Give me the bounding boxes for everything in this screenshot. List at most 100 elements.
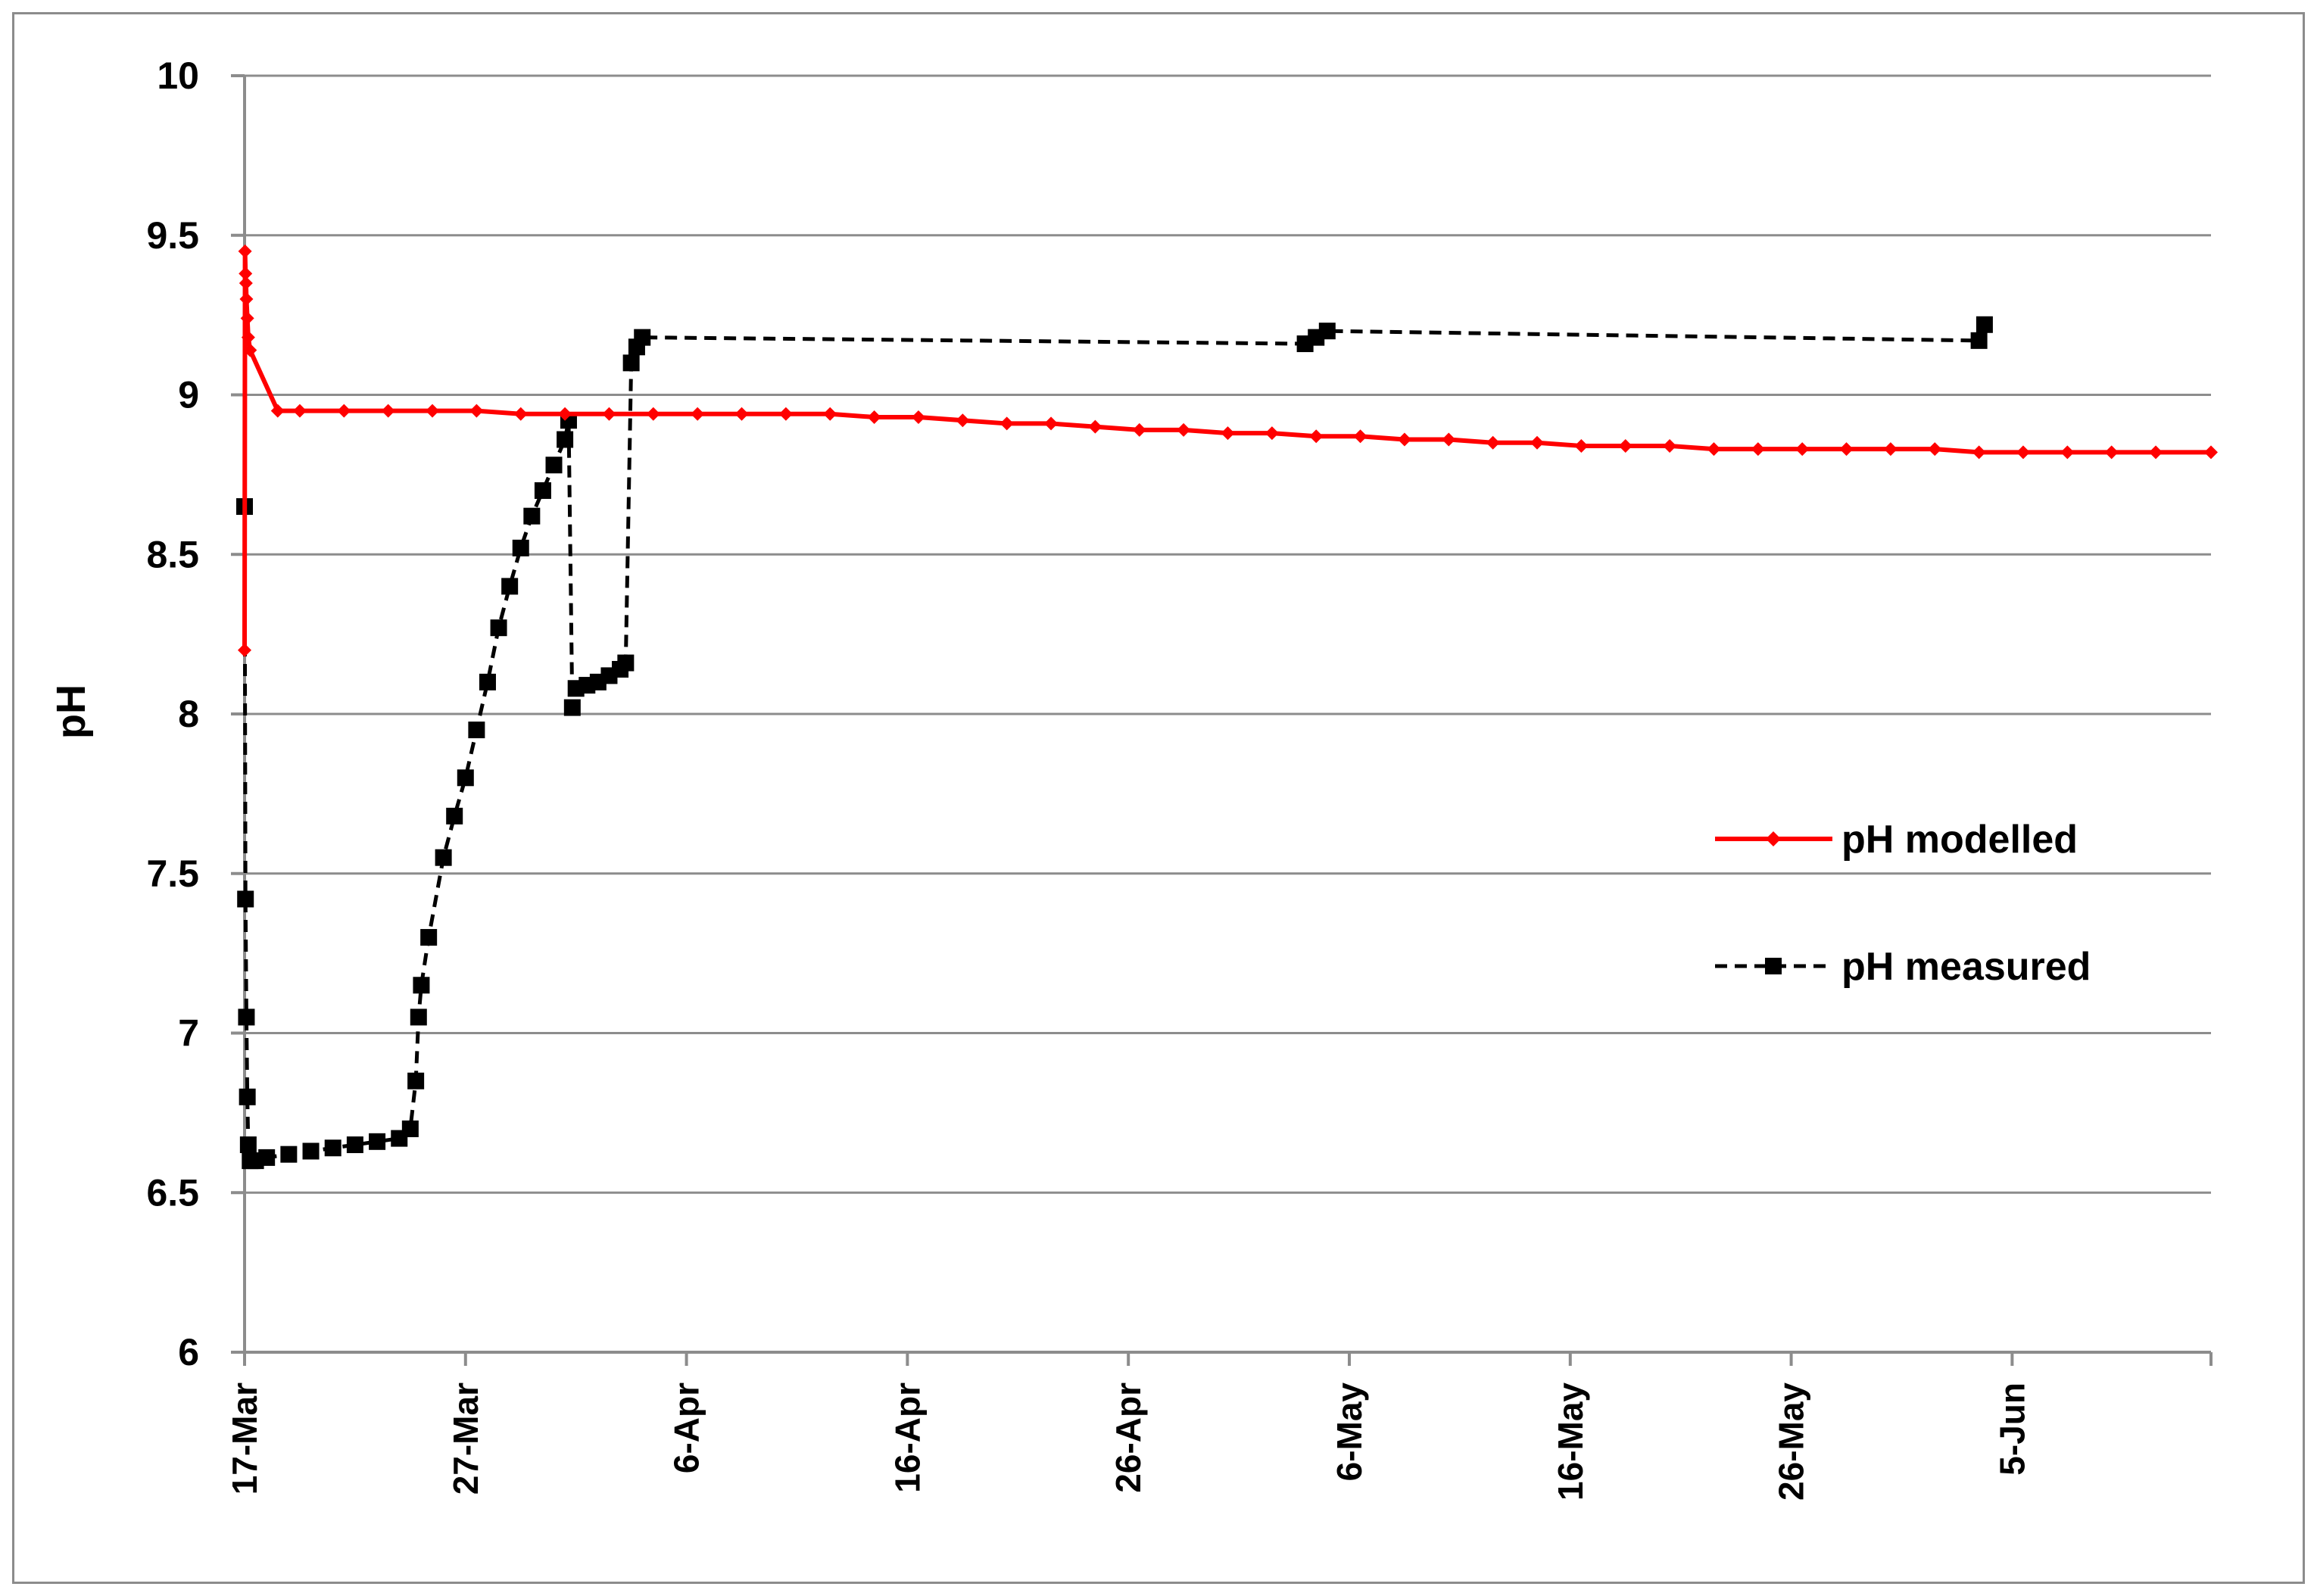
axes [231, 74, 2213, 1366]
x-tick-label: 6-May [1330, 1382, 1369, 1482]
data-point [999, 416, 1014, 431]
x-axis-ticks: 17-Mar 27-Mar 6-Apr 16-Apr 26-Apr 6-May 16-May… [225, 1352, 2032, 1501]
data-point [617, 654, 635, 672]
data-point [435, 849, 452, 866]
data-point [270, 404, 285, 418]
data-point [1663, 438, 1677, 453]
data-point [501, 578, 519, 595]
data-point [778, 407, 793, 421]
legend-label: pH measured [1841, 945, 2091, 989]
data-point [867, 410, 881, 425]
data-point [634, 329, 651, 346]
data-point [401, 1120, 419, 1137]
data-point [602, 407, 616, 421]
data-point [734, 407, 749, 421]
x-tick-label: 5-Jun [1992, 1382, 2032, 1476]
data-point [1751, 442, 1765, 457]
data-point [534, 482, 551, 499]
x-tick-label: 27-Mar [446, 1382, 485, 1495]
data-point [1618, 438, 1633, 453]
data-point [479, 673, 496, 690]
data-point [2104, 445, 2119, 460]
data-point [563, 699, 581, 716]
data-point [346, 1136, 363, 1154]
data-point [1221, 426, 1235, 441]
data-point [1309, 429, 1324, 444]
data-point [239, 292, 254, 307]
data-point [469, 404, 484, 418]
data-point [381, 404, 395, 418]
data-point [1707, 442, 1721, 457]
data-point [1839, 442, 1854, 457]
legend-label: pH modelled [1841, 818, 2078, 862]
legend: pH modelled pH measured [1715, 818, 2091, 989]
data-point [557, 431, 574, 448]
data-point [238, 1008, 255, 1026]
data-point [2149, 445, 2163, 460]
legend-swatch-marker [1766, 831, 1781, 846]
data-point [1132, 422, 1146, 437]
data-point [1574, 438, 1589, 453]
data-point [258, 1149, 276, 1166]
series-layer [236, 244, 2218, 1170]
data-point [457, 769, 474, 787]
x-tick-label: 26-Apr [1109, 1382, 1148, 1493]
series-ph-modelled [238, 244, 2218, 657]
series-ph-measured [236, 316, 1993, 1170]
data-point [646, 407, 660, 421]
y-tick-label: 6 [178, 1331, 199, 1373]
x-tick-label: 6-Apr [667, 1382, 706, 1473]
data-point [523, 507, 541, 525]
data-point [1088, 419, 1102, 434]
x-tick-label: 16-May [1551, 1382, 1590, 1501]
data-point [238, 643, 251, 657]
data-point [1265, 426, 1279, 441]
data-point [369, 1133, 386, 1150]
gridlines [245, 74, 2211, 1194]
data-point [1486, 435, 1500, 450]
data-point [691, 407, 705, 421]
y-tick-label: 7.5 [146, 853, 199, 895]
data-point [1795, 442, 1810, 457]
data-point [2060, 445, 2075, 460]
y-axis-ticks: 6 6.5 7 7.5 8 8.5 9 9.5 10 [146, 55, 199, 1373]
data-point [410, 1008, 427, 1026]
legend-swatch-marker [1765, 958, 1782, 974]
data-point [1883, 442, 1898, 457]
data-point [238, 244, 252, 258]
data-point [1044, 416, 1059, 431]
data-point [239, 1088, 256, 1105]
x-tick-label: 26-May [1772, 1382, 1811, 1501]
x-tick-label: 17-Mar [225, 1382, 264, 1495]
data-point [545, 457, 563, 474]
y-axis-title: pH [48, 684, 94, 739]
data-point [1970, 332, 1988, 349]
data-point [1530, 435, 1545, 450]
data-point [237, 890, 254, 908]
data-point [426, 404, 440, 418]
data-point [1928, 442, 1942, 457]
data-point [1442, 432, 1456, 447]
data-point [420, 929, 438, 946]
y-tick-label: 8 [178, 693, 199, 735]
y-tick-label: 9 [178, 374, 199, 416]
data-point [292, 404, 307, 418]
data-point [240, 311, 254, 326]
data-point [490, 619, 507, 637]
data-point [1318, 323, 1336, 340]
y-tick-label: 8.5 [146, 533, 199, 575]
data-point [243, 343, 257, 357]
data-point [239, 1136, 257, 1154]
y-tick-label: 9.5 [146, 214, 199, 257]
data-point [911, 410, 925, 425]
data-point [446, 807, 463, 824]
data-point [2204, 445, 2218, 460]
data-point [324, 1139, 341, 1157]
y-tick-label: 7 [178, 1012, 199, 1055]
data-point [337, 404, 351, 418]
y-tick-label: 6.5 [146, 1171, 199, 1214]
data-point [622, 354, 640, 372]
data-point [513, 407, 528, 421]
data-point [468, 722, 485, 739]
data-point [239, 267, 253, 281]
